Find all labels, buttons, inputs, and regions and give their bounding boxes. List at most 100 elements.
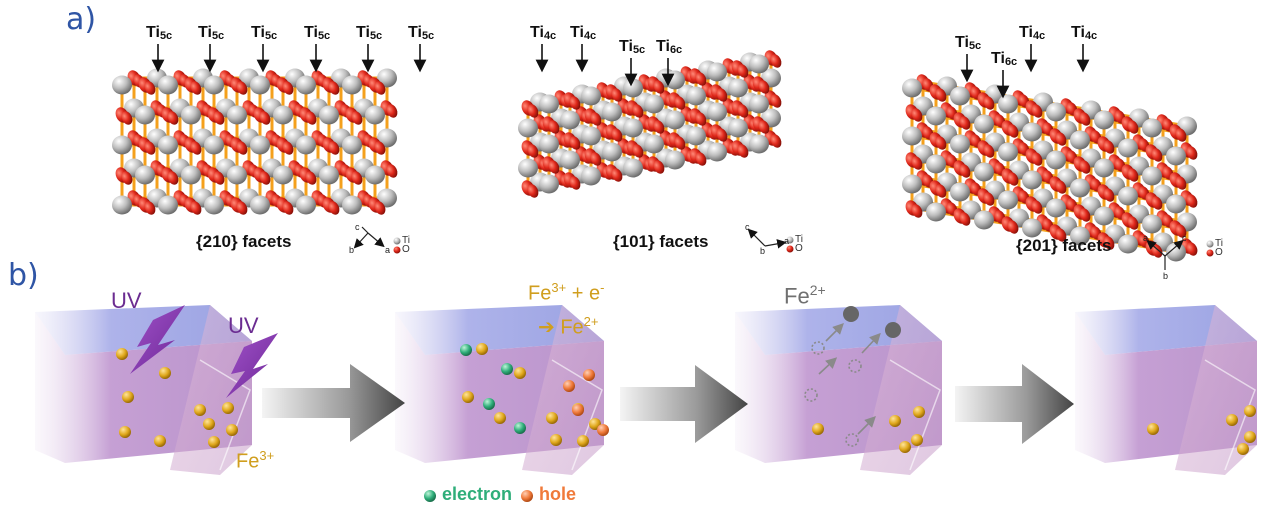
hole-particle	[563, 380, 575, 392]
fe3-ion	[514, 367, 526, 379]
uv-bolt-2	[226, 333, 278, 398]
hole-particle	[597, 424, 609, 436]
fe3-ion	[194, 404, 206, 416]
ti-site-label: Ti4c	[570, 24, 597, 42]
ti-site-label: Ti5c	[251, 24, 278, 42]
fe3-ion	[899, 441, 911, 453]
fe3-ion	[222, 402, 234, 414]
legend-o-label: O	[402, 244, 410, 255]
nanorod-4	[1075, 305, 1257, 475]
nanorod-2	[395, 305, 609, 475]
fe3-ion	[1147, 423, 1159, 435]
charge-legend	[424, 490, 533, 502]
lattice-101	[518, 50, 782, 198]
fe3-ion	[462, 391, 474, 403]
fe3-ion	[159, 367, 171, 379]
fe2-label: Fe2+	[784, 282, 826, 309]
legend-ti-label: Ti	[402, 235, 410, 246]
axis-triad-101	[747, 228, 787, 249]
panel-b-label: b)	[8, 258, 39, 293]
electron-particle	[501, 363, 513, 375]
fe3-ion	[911, 434, 923, 446]
fe3-label: Fe3+	[236, 448, 275, 473]
legend-hole-label: hole	[539, 484, 577, 504]
axis-label: a	[385, 245, 391, 255]
fe3-ion	[476, 343, 488, 355]
legend-atoms	[393, 236, 1214, 257]
fe3-ion	[203, 418, 215, 430]
ti-site-label: Ti4c	[1071, 24, 1098, 42]
fe3-ion	[1226, 414, 1238, 426]
process-arrow-3	[955, 364, 1074, 444]
process-arrows	[262, 364, 1074, 444]
electron-particle	[514, 422, 526, 434]
fe3-ion	[122, 391, 134, 403]
facet-caption-210: {210} facets	[196, 232, 292, 251]
reduction-reaction: Fe3+ + e- ➔ Fe2+	[528, 280, 605, 339]
legend-o-label: O	[795, 243, 803, 254]
fe3-ion	[550, 434, 562, 446]
axis-label: a	[784, 236, 790, 246]
axis-label: b	[760, 246, 766, 256]
fe3-ion	[116, 348, 128, 360]
fe3-ion	[1244, 405, 1256, 417]
fe2-ions	[843, 306, 901, 338]
uv-bolts	[130, 305, 278, 398]
ti-site-label: Ti6c	[991, 50, 1018, 68]
facet-caption-201: {201} facets	[1016, 236, 1112, 255]
axis-label: c	[745, 222, 750, 232]
electron-particle	[483, 398, 495, 410]
legend-ti-label: Ti	[1215, 238, 1223, 249]
fe3-ion	[1244, 431, 1256, 443]
process-arrow-2	[620, 365, 748, 443]
fe3-ion	[154, 435, 166, 447]
reaction-arrow-icon: ➔	[538, 316, 555, 339]
ti-site-label: Ti5c	[955, 34, 982, 52]
fe2-trajectories	[804, 323, 881, 447]
fe3-ion	[889, 415, 901, 427]
axis-label: c	[1182, 233, 1187, 243]
uv-label-1: UV	[111, 288, 142, 313]
axis-label: b	[349, 245, 355, 255]
legend-o-label: O	[1215, 247, 1223, 258]
ti-site-label: Ti4c	[530, 24, 557, 42]
fe3-ion	[1237, 443, 1249, 455]
electron-particle	[460, 344, 472, 356]
nanorod-3	[735, 305, 942, 475]
process-arrow-1	[262, 364, 405, 442]
axis-label: a	[1143, 233, 1149, 243]
ti-site-label: Ti5c	[356, 24, 383, 42]
fe3-ion	[546, 412, 558, 424]
fe3-ion	[208, 436, 220, 448]
facet-caption-101: {101} facets	[613, 232, 709, 251]
nanorod-1	[35, 305, 252, 475]
axis-triad-201	[1146, 239, 1184, 270]
lattice-201	[902, 74, 1198, 262]
ti-site-label: Ti5c	[304, 24, 331, 42]
uv-label-2: UV	[228, 313, 259, 338]
panel-a-label: a)	[66, 2, 97, 37]
axis-label: b	[1163, 271, 1169, 281]
nanorod-sequence	[35, 305, 1257, 475]
ti-site-arrows	[151, 44, 1090, 99]
uv-bolt-1	[130, 305, 185, 374]
ti-site-label: Ti5c	[619, 38, 646, 56]
ti-site-label: Ti6c	[656, 38, 683, 56]
axis-triad-210	[353, 226, 385, 249]
hole-particle	[572, 404, 584, 416]
lattice-210	[112, 68, 398, 215]
ti-site-label: Ti4c	[1019, 24, 1046, 42]
fe3-ion	[226, 424, 238, 436]
fe3-ion	[812, 423, 824, 435]
fe3-ion	[577, 435, 589, 447]
fe3-ion	[494, 412, 506, 424]
axis-label: c	[355, 222, 360, 232]
ti-site-label: Ti5c	[408, 24, 435, 42]
legend-electron-label: electron	[442, 484, 513, 504]
legend-ti-label: Ti	[795, 234, 803, 245]
hole-particle	[583, 369, 595, 381]
ti-site-label: Ti5c	[198, 24, 225, 42]
ti-site-label: Ti5c	[146, 24, 173, 42]
fe3-ion	[913, 406, 925, 418]
